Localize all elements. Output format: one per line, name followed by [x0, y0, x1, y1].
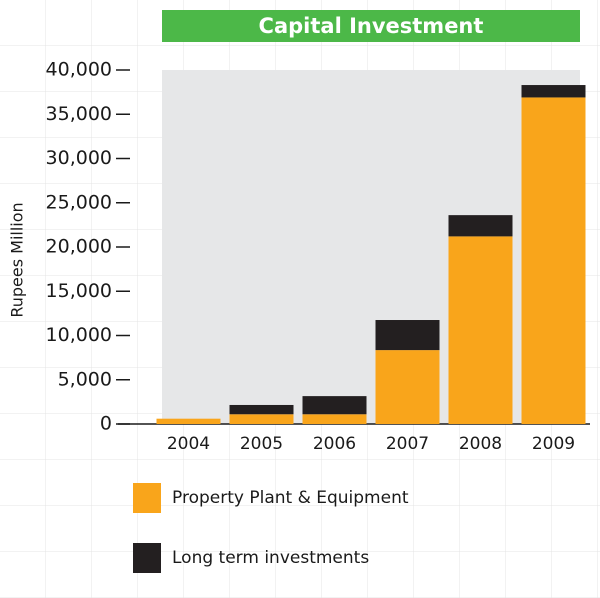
bar-segment — [302, 414, 367, 424]
y-tick-label: 15,000 — [46, 280, 112, 302]
y-axis-label: Rupees Million — [8, 202, 27, 317]
y-tick-label: 30,000 — [46, 147, 112, 169]
bar-segment — [521, 85, 586, 98]
y-tick-label: 5,000 — [58, 368, 112, 390]
bar-segment — [302, 396, 367, 415]
bar-segment — [229, 404, 294, 415]
y-tick-label: 35,000 — [46, 103, 112, 125]
bar-segment — [448, 236, 513, 424]
y-tick-label: 25,000 — [46, 191, 112, 213]
title-banner — [162, 10, 580, 42]
plot-background — [162, 70, 580, 424]
y-tick-label: 10,000 — [46, 324, 112, 346]
x-tick-label: 2007 — [386, 434, 429, 454]
bar-segment — [521, 97, 586, 424]
y-tick-label: 40,000 — [46, 59, 112, 81]
chart-title: Capital Investment — [259, 14, 484, 38]
bar-segment — [156, 418, 221, 424]
bar-segment — [448, 215, 513, 237]
legend-swatch — [133, 543, 161, 573]
y-tick-label: 20,000 — [46, 236, 112, 258]
legend-label: Property Plant & Equipment — [172, 488, 409, 508]
bar-segment — [375, 350, 440, 424]
x-tick-label: 2006 — [313, 434, 356, 454]
legend-swatch — [133, 483, 161, 513]
x-tick-label: 2004 — [167, 434, 210, 454]
y-tick-label: 0 — [100, 413, 112, 435]
x-tick-label: 2008 — [459, 434, 502, 454]
bar-segment — [229, 414, 294, 424]
legend-label: Long term investments — [172, 548, 369, 568]
bar-segment — [375, 320, 440, 351]
x-tick-label: 2009 — [532, 434, 575, 454]
x-tick-label: 2005 — [240, 434, 283, 454]
